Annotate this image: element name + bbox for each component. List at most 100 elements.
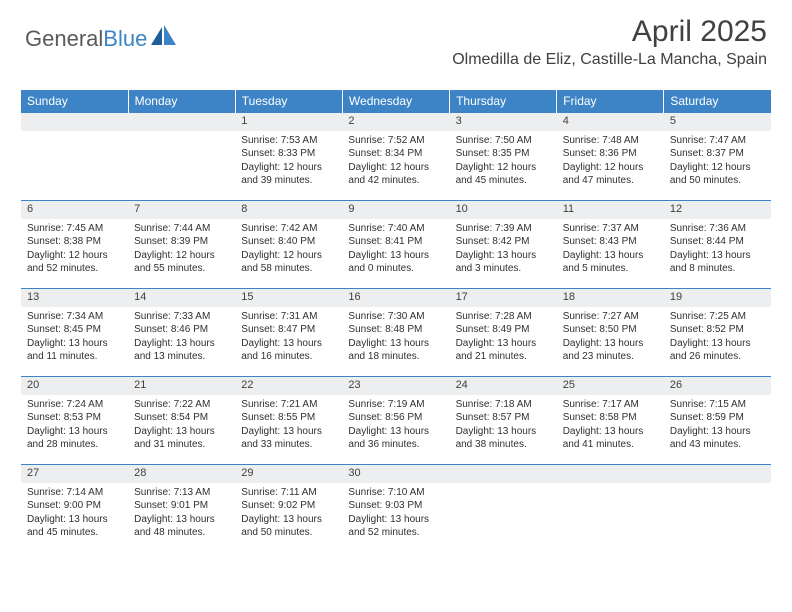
day-line: Sunrise: 7:10 AM <box>348 486 443 500</box>
day-number <box>21 113 128 131</box>
day-cell: Sunrise: 7:14 AMSunset: 9:00 PMDaylight:… <box>21 483 128 553</box>
day-line: Sunrise: 7:25 AM <box>670 310 765 324</box>
day-cell: Sunrise: 7:27 AMSunset: 8:50 PMDaylight:… <box>557 307 664 377</box>
day-line: and 43 minutes. <box>670 438 765 452</box>
day-line: and 41 minutes. <box>563 438 658 452</box>
day-line: Sunrise: 7:36 AM <box>670 222 765 236</box>
day-line: Sunset: 8:43 PM <box>563 235 658 249</box>
day-line: Daylight: 13 hours <box>27 425 122 439</box>
day-line: and 18 minutes. <box>348 350 443 364</box>
day-line: Sunrise: 7:33 AM <box>134 310 229 324</box>
day-line: Sunset: 8:41 PM <box>348 235 443 249</box>
day-line: Sunset: 8:42 PM <box>456 235 551 249</box>
day-number: 18 <box>557 289 664 307</box>
day-line: Sunset: 8:48 PM <box>348 323 443 337</box>
day-line: Daylight: 13 hours <box>241 337 336 351</box>
day-line: Daylight: 13 hours <box>134 425 229 439</box>
day-line: Daylight: 13 hours <box>348 425 443 439</box>
day-line: Daylight: 12 hours <box>563 161 658 175</box>
day-cell: Sunrise: 7:22 AMSunset: 8:54 PMDaylight:… <box>128 395 235 465</box>
day-line: Sunset: 8:49 PM <box>456 323 551 337</box>
day-cell: Sunrise: 7:24 AMSunset: 8:53 PMDaylight:… <box>21 395 128 465</box>
day-cell: Sunrise: 7:17 AMSunset: 8:58 PMDaylight:… <box>557 395 664 465</box>
day-line: Sunset: 8:38 PM <box>27 235 122 249</box>
day-number: 8 <box>235 201 342 219</box>
day-cell: Sunrise: 7:15 AMSunset: 8:59 PMDaylight:… <box>664 395 771 465</box>
day-line: and 38 minutes. <box>456 438 551 452</box>
calendar-body: 12345Sunrise: 7:53 AMSunset: 8:33 PMDayl… <box>21 113 771 553</box>
day-line: and 48 minutes. <box>134 526 229 540</box>
day-line: Sunset: 8:35 PM <box>456 147 551 161</box>
day-line: Sunset: 8:33 PM <box>241 147 336 161</box>
logo-text: GeneralBlue <box>25 26 147 52</box>
day-line: and 58 minutes. <box>241 262 336 276</box>
day-number <box>664 465 771 483</box>
day-cell: Sunrise: 7:40 AMSunset: 8:41 PMDaylight:… <box>342 219 449 289</box>
day-number <box>128 113 235 131</box>
day-number: 12 <box>664 201 771 219</box>
day-number: 25 <box>557 377 664 395</box>
day-line: Sunset: 9:01 PM <box>134 499 229 513</box>
day-cell: Sunrise: 7:45 AMSunset: 8:38 PMDaylight:… <box>21 219 128 289</box>
day-line: Daylight: 13 hours <box>348 249 443 263</box>
day-number: 26 <box>664 377 771 395</box>
day-cell: Sunrise: 7:31 AMSunset: 8:47 PMDaylight:… <box>235 307 342 377</box>
day-number: 4 <box>557 113 664 131</box>
day-line: Daylight: 12 hours <box>27 249 122 263</box>
week-content-row: Sunrise: 7:24 AMSunset: 8:53 PMDaylight:… <box>21 395 771 465</box>
day-cell <box>21 131 128 201</box>
week-content-row: Sunrise: 7:34 AMSunset: 8:45 PMDaylight:… <box>21 307 771 377</box>
day-line: Sunrise: 7:18 AM <box>456 398 551 412</box>
day-number: 21 <box>128 377 235 395</box>
week-daynum-row: 27282930 <box>21 465 771 483</box>
day-line: Sunrise: 7:13 AM <box>134 486 229 500</box>
week-content-row: Sunrise: 7:45 AMSunset: 8:38 PMDaylight:… <box>21 219 771 289</box>
day-number: 11 <box>557 201 664 219</box>
week-daynum-row: 20212223242526 <box>21 377 771 395</box>
day-line: Sunset: 8:45 PM <box>27 323 122 337</box>
day-line: and 8 minutes. <box>670 262 765 276</box>
day-line: Daylight: 13 hours <box>456 425 551 439</box>
col-tuesday: Tuesday <box>235 90 342 113</box>
col-friday: Friday <box>557 90 664 113</box>
day-line: and 28 minutes. <box>27 438 122 452</box>
day-number: 19 <box>664 289 771 307</box>
page-header: GeneralBlue April 2025 Olmedilla de Eliz… <box>0 0 792 90</box>
day-cell: Sunrise: 7:39 AMSunset: 8:42 PMDaylight:… <box>450 219 557 289</box>
day-line: Sunrise: 7:31 AM <box>241 310 336 324</box>
day-cell: Sunrise: 7:25 AMSunset: 8:52 PMDaylight:… <box>664 307 771 377</box>
day-cell: Sunrise: 7:28 AMSunset: 8:49 PMDaylight:… <box>450 307 557 377</box>
day-line: Sunrise: 7:52 AM <box>348 134 443 148</box>
day-cell: Sunrise: 7:33 AMSunset: 8:46 PMDaylight:… <box>128 307 235 377</box>
day-line: Daylight: 13 hours <box>27 513 122 527</box>
title-block: April 2025 Olmedilla de Eliz, Castille-L… <box>452 15 767 69</box>
day-cell: Sunrise: 7:21 AMSunset: 8:55 PMDaylight:… <box>235 395 342 465</box>
day-line: Sunrise: 7:24 AM <box>27 398 122 412</box>
day-line: and 16 minutes. <box>241 350 336 364</box>
day-line: Sunrise: 7:15 AM <box>670 398 765 412</box>
day-line: Daylight: 13 hours <box>348 337 443 351</box>
day-line: Sunrise: 7:44 AM <box>134 222 229 236</box>
day-line: Sunset: 8:47 PM <box>241 323 336 337</box>
day-line: and 0 minutes. <box>348 262 443 276</box>
day-cell: Sunrise: 7:30 AMSunset: 8:48 PMDaylight:… <box>342 307 449 377</box>
day-number: 24 <box>450 377 557 395</box>
day-line: and 23 minutes. <box>563 350 658 364</box>
day-line: and 55 minutes. <box>134 262 229 276</box>
day-cell <box>664 483 771 553</box>
sail-icon <box>151 25 177 52</box>
day-line: and 5 minutes. <box>563 262 658 276</box>
day-line: and 50 minutes. <box>241 526 336 540</box>
day-line: and 45 minutes. <box>27 526 122 540</box>
day-line: Sunrise: 7:22 AM <box>134 398 229 412</box>
day-number: 27 <box>21 465 128 483</box>
day-line: and 52 minutes. <box>348 526 443 540</box>
day-line: Sunrise: 7:45 AM <box>27 222 122 236</box>
week-daynum-row: 12345 <box>21 113 771 131</box>
day-line: Sunset: 8:44 PM <box>670 235 765 249</box>
day-number: 7 <box>128 201 235 219</box>
day-number: 16 <box>342 289 449 307</box>
day-number: 30 <box>342 465 449 483</box>
day-line: Sunset: 8:59 PM <box>670 411 765 425</box>
col-sunday: Sunday <box>21 90 128 113</box>
